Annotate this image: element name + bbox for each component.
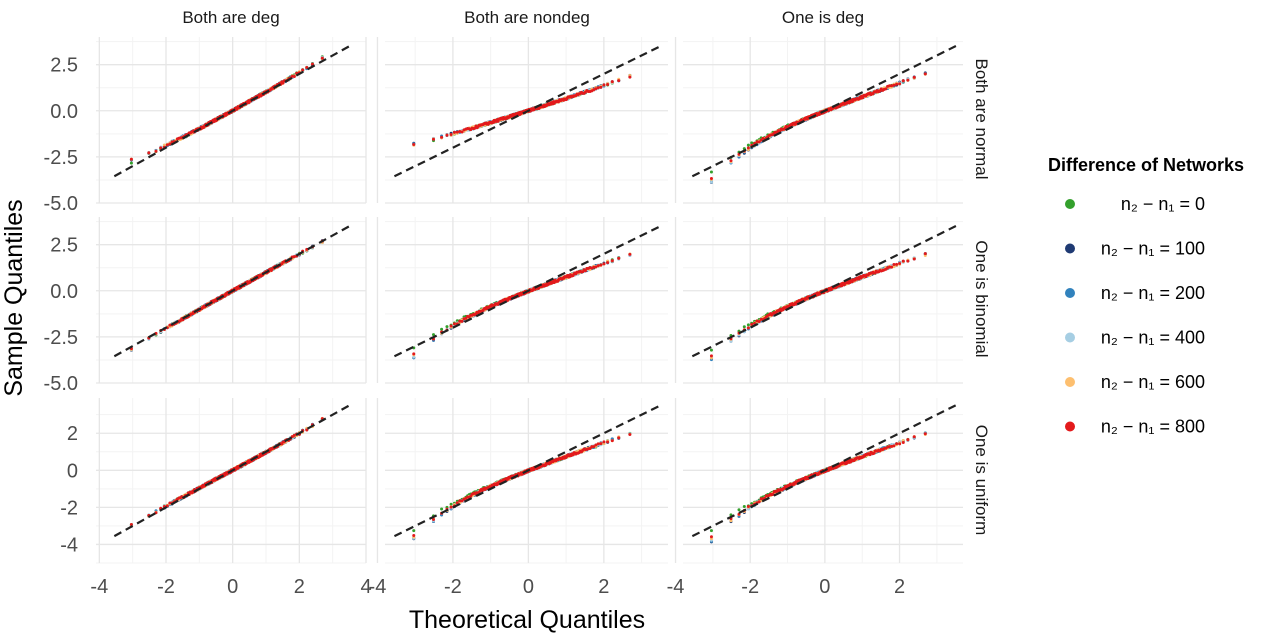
qq-point xyxy=(912,75,916,79)
qq-point xyxy=(923,72,927,76)
qq-point xyxy=(301,68,305,72)
reference-line xyxy=(393,44,663,178)
qq-point xyxy=(412,143,416,147)
qq-point xyxy=(709,180,713,184)
qq-point xyxy=(890,84,894,88)
qq-point xyxy=(906,78,910,82)
qq-point xyxy=(606,82,610,86)
qq-point xyxy=(757,140,761,144)
qq-point xyxy=(320,56,324,60)
panel-points xyxy=(412,73,632,147)
qq-point xyxy=(159,146,163,150)
panel-points xyxy=(129,239,324,352)
qq-point xyxy=(610,80,614,84)
qq-point xyxy=(628,75,632,79)
series-n600 xyxy=(129,57,324,161)
reference-line xyxy=(691,44,958,178)
series-n100 xyxy=(709,71,927,185)
qq-point xyxy=(895,82,899,86)
qq-point xyxy=(458,129,462,133)
qq-point xyxy=(460,130,464,134)
qq-point xyxy=(281,81,285,85)
qq-point xyxy=(310,62,314,66)
qq-point xyxy=(755,140,759,144)
panel-points xyxy=(129,55,324,165)
qq-point xyxy=(440,135,444,139)
qq-point xyxy=(594,87,598,91)
series-n600 xyxy=(709,72,927,181)
series-n400 xyxy=(709,72,927,184)
qq-point xyxy=(162,143,166,147)
qq-point xyxy=(901,79,905,83)
qq-point xyxy=(709,177,713,181)
qq-point xyxy=(129,161,133,165)
qq-point xyxy=(884,87,888,91)
qq-point xyxy=(599,85,603,89)
series-n200 xyxy=(709,71,927,184)
series-n800 xyxy=(129,239,324,351)
panels-layer: 2.50.0-2.5-5.02.50.0-2.5-5.020-2-4-4 -2 0 2… xyxy=(44,37,963,598)
panel-r1-c2 xyxy=(376,37,668,204)
qq-point xyxy=(449,133,453,137)
series-n800 xyxy=(709,72,927,181)
qq-point xyxy=(602,83,606,87)
qq-point xyxy=(473,126,477,130)
reference-line xyxy=(113,44,352,178)
qq-point xyxy=(431,137,435,141)
panel-r2-c1 xyxy=(96,217,367,384)
panel-r1-c3 xyxy=(674,37,963,204)
qq-point xyxy=(129,157,133,161)
qq-point xyxy=(154,149,158,153)
qq-point xyxy=(709,170,713,174)
qq-point xyxy=(455,130,459,134)
qq-point xyxy=(452,130,456,134)
panel-r1-c1 xyxy=(96,37,367,204)
qq-point xyxy=(729,159,733,163)
qq-point xyxy=(746,146,750,150)
qq-point xyxy=(168,142,172,146)
qq-point xyxy=(445,133,449,137)
qq-point xyxy=(292,74,296,78)
qq-point xyxy=(746,143,750,147)
qq-point xyxy=(168,323,172,327)
series-n100 xyxy=(129,57,324,162)
series-n800 xyxy=(129,56,324,161)
qq-point xyxy=(750,141,754,145)
qq-point xyxy=(596,86,600,90)
qq-point xyxy=(898,82,902,86)
qq-point xyxy=(617,79,621,83)
qq-point xyxy=(165,143,169,147)
series-n400 xyxy=(129,55,324,161)
qq-point xyxy=(892,83,896,87)
panel-points xyxy=(709,71,927,185)
qq-point xyxy=(147,151,151,155)
qq-point xyxy=(888,84,892,88)
series-n0 xyxy=(129,55,324,165)
series-n200 xyxy=(129,56,324,162)
